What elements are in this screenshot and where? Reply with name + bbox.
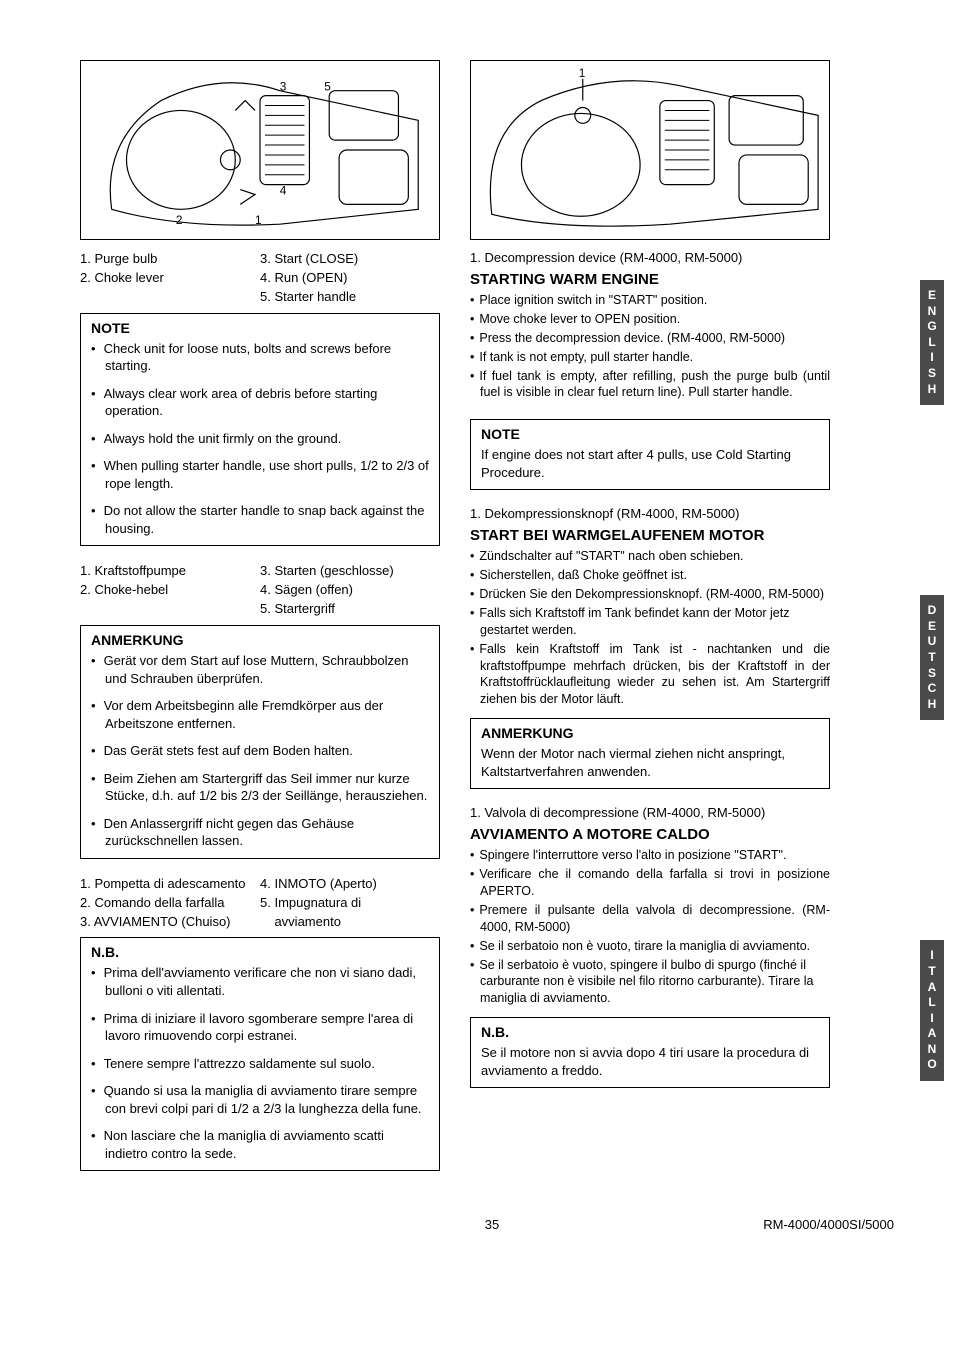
section-title: AVVIAMENTO A MOTORE CALDO [470,826,830,843]
note-item: Prima dell'avviamento verificare che non… [91,964,429,999]
page-number: 35 [359,1217,624,1232]
legend-item: 5. Starter handle [260,288,440,307]
note-text: Wenn der Motor nach viermal ziehen nicht… [481,745,819,780]
note-box-de-right: ANMERKUNG Wenn der Motor nach viermal zi… [470,718,830,789]
step-item: Falls kein Kraftstoff im Tank ist - nach… [470,641,830,709]
legend-en: 1. Purge bulb 2. Choke lever 3. Start (C… [80,250,440,307]
note-item: Non lasciare che la maniglia di avviamen… [91,1127,429,1162]
legend-item: 2. Choke-hebel [80,581,260,600]
tab-deutsch: DEUTSCH [920,595,944,720]
step-item: If fuel tank is empty, after refilling, … [470,368,830,402]
legend-item: 1. Pompetta di adescamento [80,875,260,894]
figure-engine-controls: 2 1 3 4 5 [80,60,440,240]
step-item: Se il serbatoio non è vuoto, tirare la m… [470,938,830,955]
note-title: NOTE [91,320,429,336]
legend-item: 4. Run (OPEN) [260,269,440,288]
note-item: Das Gerät stets fest auf dem Boden halte… [91,742,429,760]
note-item: Prima di iniziare il lavoro sgomberare s… [91,1010,429,1045]
svg-text:2: 2 [176,213,183,227]
step-item: Premere il pulsante della valvola di dec… [470,902,830,936]
page-content: 2 1 3 4 5 1. Purge bulb 2. Choke lever 3… [80,60,904,1187]
svg-text:3: 3 [280,80,287,94]
svg-text:1: 1 [255,213,262,227]
legend-item: 3. Start (CLOSE) [260,250,440,269]
note-box-de: ANMERKUNG Gerät vor dem Start auf lose M… [80,625,440,859]
step-item: Verificare che il comando della farfalla… [470,866,830,900]
section-en: 1. Decompression device (RM-4000, RM-500… [470,250,830,490]
note-item: Vor dem Arbeitsbeginn alle Fremdkörper a… [91,697,429,732]
note-item: Check unit for loose nuts, bolts and scr… [91,340,429,375]
legend-item: avviamento [260,913,440,932]
legend-item: 4. INMOTO (Aperto) [260,875,440,894]
legend-item: 3. Starten (geschlosse) [260,562,440,581]
note-item: Always clear work area of debris before … [91,385,429,420]
svg-text:1: 1 [579,66,586,80]
note-item: Den Anlassergriff nicht gegen das Gehäus… [91,815,429,850]
left-column: 2 1 3 4 5 1. Purge bulb 2. Choke lever 3… [80,60,440,1187]
step-item: Press the decompression device. (RM-4000… [470,330,830,347]
legend-item: 1. Purge bulb [80,250,260,269]
step-item: Falls sich Kraftstoff im Tank befindet k… [470,605,830,639]
legend-item: 2. Choke lever [80,269,260,288]
legend-it: 1. Pompetta di adescamento 2. Comando de… [80,875,440,932]
figure-decompression: 1 [470,60,830,240]
section-title: STARTING WARM ENGINE [470,271,830,288]
step-item: Move choke lever to OPEN position. [470,311,830,328]
figure-caption: 1. Dekompressionsknopf (RM-4000, RM-5000… [470,506,830,521]
section-title: START BEI WARMGELAUFENEM MOTOR [470,527,830,544]
step-item: Se il serbatoio è vuoto, spingere il bul… [470,957,830,1008]
note-text: Se il motore non si avvia dopo 4 tiri us… [481,1044,819,1079]
section-de: 1. Dekompressionsknopf (RM-4000, RM-5000… [470,506,830,789]
note-item: Beim Ziehen am Startergriff das Seil imm… [91,770,429,805]
legend-item: 3. AVVIAMENTO (Chuiso) [80,913,260,932]
legend-item: 2. Comando della farfalla [80,894,260,913]
note-item: Quando si usa la maniglia di avviamento … [91,1082,429,1117]
legend-item: 5. Startergriff [260,600,440,619]
note-box-it-right: N.B. Se il motore non si avvia dopo 4 ti… [470,1017,830,1088]
legend-item: 5. Impugnatura di [260,894,440,913]
note-title: NOTE [481,426,819,442]
step-item: Drücken Sie den Dekompressionsknopf. (RM… [470,586,830,603]
note-box-en: NOTE Check unit for loose nuts, bolts an… [80,313,440,547]
note-item: Always hold the unit firmly on the groun… [91,430,429,448]
note-title: N.B. [481,1024,819,1040]
step-item: Zündschalter auf "START" nach oben schie… [470,548,830,565]
tab-english: ENGLISH [920,280,944,405]
note-item: When pulling starter handle, use short p… [91,457,429,492]
step-item: Place ignition switch in "START" positio… [470,292,830,309]
legend-item: 1. Kraftstoffpumpe [80,562,260,581]
note-text: If engine does not start after 4 pulls, … [481,446,819,481]
note-box-en-right: NOTE If engine does not start after 4 pu… [470,419,830,490]
svg-text:4: 4 [280,184,287,198]
right-column: 1 1. Decompression device (RM-4000, RM-5… [470,60,830,1187]
note-title: ANMERKUNG [91,632,429,648]
tab-italiano: ITALIANO [920,940,944,1081]
note-item: Tenere sempre l'attrezzo saldamente sul … [91,1055,429,1073]
step-item: Sicherstellen, daß Choke geöffnet ist. [470,567,830,584]
page-footer: 35 RM-4000/4000SI/5000 [80,1217,904,1232]
note-item: Gerät vor dem Start auf lose Muttern, Sc… [91,652,429,687]
step-item: If tank is not empty, pull starter handl… [470,349,830,366]
legend-item: 4. Sägen (offen) [260,581,440,600]
language-tabs: ENGLISH DEUTSCH ITALIANO [920,0,944,1085]
figure-caption: 1. Valvola di decompressione (RM-4000, R… [470,805,830,820]
note-title: N.B. [91,944,429,960]
model-reference: RM-4000/4000SI/5000 [629,1217,894,1232]
legend-de: 1. Kraftstoffpumpe 2. Choke-hebel 3. Sta… [80,562,440,619]
section-it: 1. Valvola di decompressione (RM-4000, R… [470,805,830,1088]
svg-text:5: 5 [324,80,331,94]
note-item: Do not allow the starter handle to snap … [91,502,429,537]
note-box-it: N.B. Prima dell'avviamento verificare ch… [80,937,440,1171]
figure-caption: 1. Decompression device (RM-4000, RM-500… [470,250,830,265]
step-item: Spingere l'interruttore verso l'alto in … [470,847,830,864]
note-title: ANMERKUNG [481,725,819,741]
